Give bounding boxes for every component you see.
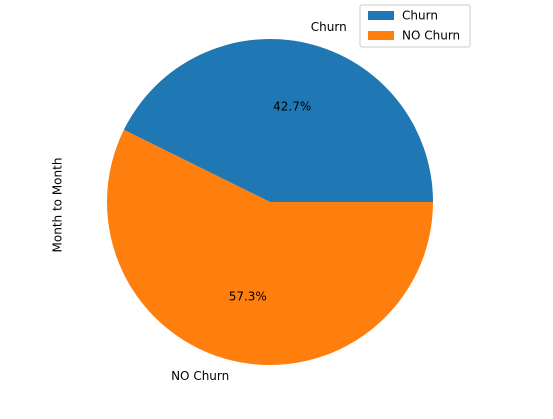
pie-slice-churn	[123, 39, 434, 202]
slice-labels: Churn NO Churn	[171, 20, 347, 383]
legend-label-no-churn: NO Churn	[402, 29, 460, 43]
percent-label-no-churn: 57.3%	[229, 290, 267, 304]
y-axis-label: Month to Month	[51, 158, 65, 253]
percent-labels: 42.7% 57.3%	[229, 99, 312, 303]
percent-label-churn: 42.7%	[273, 99, 311, 113]
legend-swatch-churn	[368, 11, 394, 20]
legend-swatch-no-churn	[368, 31, 394, 40]
legend: Churn NO Churn	[359, 4, 471, 48]
slice-label-no-churn: NO Churn	[171, 369, 229, 383]
pie-slice-no-churn	[106, 129, 433, 366]
pie-slices	[106, 39, 434, 366]
slice-label-churn: Churn	[311, 20, 347, 34]
legend-label-churn: Churn	[402, 9, 438, 23]
